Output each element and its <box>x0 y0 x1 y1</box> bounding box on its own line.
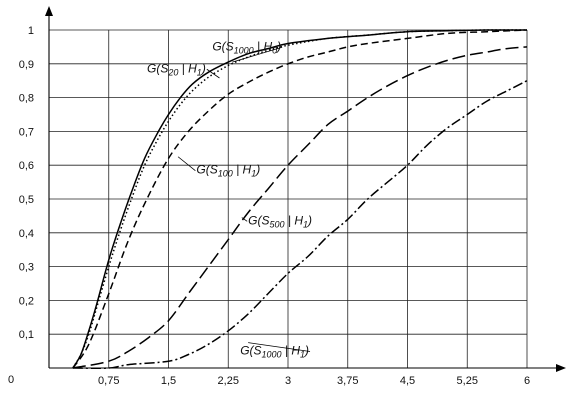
y-tick-label: 0,4 <box>19 228 34 240</box>
series-line-4 <box>72 80 528 370</box>
y-tick-label: 0,5 <box>19 194 34 206</box>
y-tick-label: 0,7 <box>19 126 34 138</box>
x-tick-label: 1,5 <box>161 375 176 387</box>
series-labels: G(S1000 | H0) G(S20 | H1) G(S100 | H1) G(S5… <box>147 39 312 359</box>
tick-labels: 0 0,1 0,2 0,3 0,4 0,5 0,6 0,7 0,8 0,9 1 0,75 1,5 2,25… <box>8 25 530 387</box>
x-tick-label: 4,5 <box>400 375 415 387</box>
y-tick-label: 0,6 <box>19 160 34 172</box>
x-tick-label: 2,25 <box>218 375 239 387</box>
axes <box>45 6 566 372</box>
series-lines <box>72 29 528 370</box>
x-tick-label: 6 <box>524 375 530 387</box>
x-tick-label: 3,75 <box>337 375 358 387</box>
y-tick-label: 0 <box>8 374 14 386</box>
series-label-3: G(S500 | H1) <box>248 213 312 229</box>
y-tick-label: 0,9 <box>19 59 34 71</box>
y-tick-label: 0,2 <box>19 295 34 307</box>
series-label-2: G(S100 | H1) <box>196 163 260 179</box>
series-line-1 <box>72 29 528 369</box>
label-leader-1 <box>206 68 220 79</box>
x-tick-label: 0,75 <box>98 375 119 387</box>
label-leader-4 <box>248 342 311 352</box>
y-tick-label: 0,1 <box>19 329 34 341</box>
label-leader-0 <box>232 46 283 63</box>
series-label-0: G(S1000 | H0) <box>212 39 281 55</box>
y-axis-arrow <box>45 6 53 16</box>
x-tick-label: 3 <box>285 375 291 387</box>
x-axis-arrow <box>556 364 566 372</box>
x-tick-label: 5,25 <box>457 375 478 387</box>
y-tick-label: 0,3 <box>19 262 34 274</box>
y-tick-label: 0,8 <box>19 93 34 105</box>
series-line-3 <box>72 46 528 369</box>
series-label-4: G(S1000 | H1) <box>240 343 309 359</box>
label-leader-2 <box>177 156 196 171</box>
series-label-1: G(S20 | H1) <box>147 61 206 77</box>
grid <box>49 29 528 368</box>
y-tick-label: 1 <box>28 25 34 37</box>
label-leader-3 <box>241 217 248 222</box>
series-line-2 <box>72 29 528 369</box>
series-line-0 <box>72 29 528 369</box>
